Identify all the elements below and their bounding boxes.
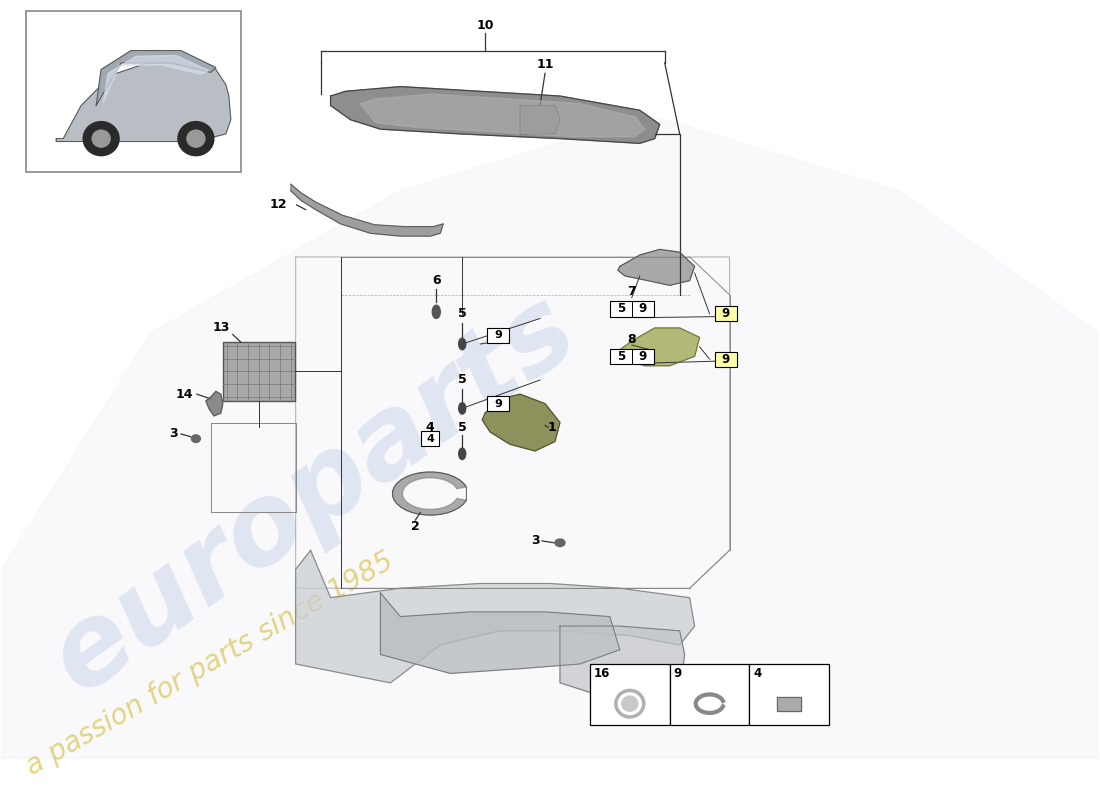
Bar (421, 431, 439, 446)
Ellipse shape (556, 539, 565, 546)
Text: 5: 5 (458, 307, 466, 320)
Bar (715, 306, 737, 322)
Text: 3: 3 (531, 534, 540, 547)
Polygon shape (520, 106, 560, 134)
Bar (590, 664, 670, 726)
Circle shape (178, 122, 213, 156)
Text: 9: 9 (639, 302, 647, 315)
Polygon shape (1, 115, 1099, 758)
Text: 9: 9 (639, 350, 647, 363)
Bar (670, 664, 749, 726)
Bar (609, 349, 653, 364)
Text: 14: 14 (175, 388, 192, 401)
Text: 9: 9 (494, 330, 502, 341)
Circle shape (84, 122, 119, 156)
Text: 4: 4 (427, 434, 434, 444)
Bar (487, 396, 509, 411)
Text: 6: 6 (432, 274, 441, 287)
Text: a passion for parts since 1985: a passion for parts since 1985 (21, 547, 398, 781)
Polygon shape (618, 250, 694, 286)
Polygon shape (96, 50, 216, 106)
Circle shape (621, 696, 638, 711)
Text: 5: 5 (458, 421, 466, 434)
Text: 11: 11 (537, 58, 553, 71)
Bar (223, 342, 295, 401)
Text: 5: 5 (458, 374, 466, 386)
Text: 2: 2 (411, 520, 420, 533)
Text: 9: 9 (722, 307, 729, 320)
Text: 5: 5 (617, 350, 625, 363)
Text: 9: 9 (673, 667, 682, 680)
Text: 5: 5 (617, 302, 625, 315)
Text: 9: 9 (494, 398, 502, 409)
Polygon shape (290, 184, 443, 236)
Text: 16: 16 (594, 667, 610, 680)
Ellipse shape (191, 435, 200, 442)
Text: 10: 10 (476, 18, 494, 31)
Polygon shape (331, 86, 660, 143)
Polygon shape (482, 394, 560, 451)
Bar (26, 11, 241, 172)
Ellipse shape (459, 402, 465, 414)
Bar (487, 328, 509, 343)
Polygon shape (206, 391, 223, 416)
Text: 4: 4 (426, 421, 434, 434)
Polygon shape (103, 55, 209, 102)
Text: 13: 13 (212, 322, 230, 334)
Polygon shape (361, 94, 645, 137)
Bar (749, 664, 829, 726)
Polygon shape (296, 550, 694, 683)
Text: 8: 8 (627, 333, 636, 346)
Text: europarts: europarts (31, 274, 596, 714)
Text: 1: 1 (548, 421, 557, 434)
Text: 4: 4 (754, 667, 761, 680)
Circle shape (187, 130, 205, 147)
Ellipse shape (432, 306, 440, 318)
Polygon shape (619, 328, 700, 366)
Polygon shape (393, 472, 466, 515)
Text: 9: 9 (722, 353, 729, 366)
Bar (715, 351, 737, 366)
Bar (609, 302, 653, 317)
Ellipse shape (459, 448, 465, 459)
Polygon shape (56, 60, 231, 142)
Text: 12: 12 (270, 198, 287, 211)
Polygon shape (560, 626, 684, 702)
Polygon shape (778, 697, 802, 711)
Text: 7: 7 (627, 286, 636, 298)
Circle shape (92, 130, 110, 147)
Polygon shape (381, 593, 619, 674)
Ellipse shape (459, 338, 465, 350)
Text: 3: 3 (169, 427, 178, 441)
